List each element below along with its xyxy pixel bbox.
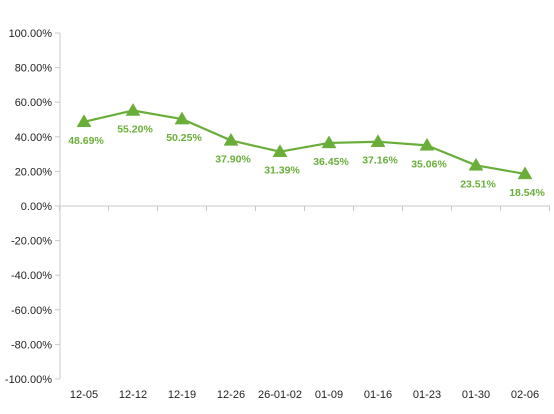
series-line <box>76 103 533 180</box>
y-tick-label: 20.00% <box>15 166 53 178</box>
y-tick-label: 60.00% <box>15 97 53 109</box>
data-point-marker <box>370 134 386 147</box>
y-tick-label: -100.00% <box>5 374 52 386</box>
data-label: 48.69% <box>68 135 104 147</box>
data-label: 37.90% <box>215 153 251 165</box>
data-point-marker <box>223 132 239 146</box>
y-tick-label: 80.00% <box>15 63 53 75</box>
x-tick-label: 12-05 <box>70 389 98 401</box>
data-label: 50.25% <box>166 132 202 144</box>
x-tick-label: 12-19 <box>168 389 196 401</box>
data-label: 55.20% <box>117 124 153 136</box>
data-label: 36.45% <box>313 156 349 168</box>
x-axis: 12-05 12-12 12-19 12-26 26-01-02 01-09 01-16 01… <box>59 205 550 401</box>
x-tick-label: 02-06 <box>511 389 539 401</box>
data-label: 37.16% <box>362 155 398 167</box>
data-point-marker <box>468 157 484 171</box>
x-tick-label: 01-09 <box>315 389 343 401</box>
x-tick-label: 12-12 <box>119 389 147 401</box>
data-labels: 48.69% 55.20% 50.25% 37.90% 31.39% 36.45% 37.1… <box>68 124 545 199</box>
x-tick-label: 26-01-02 <box>258 389 302 401</box>
data-label: 23.51% <box>460 178 496 190</box>
y-tick-label: 100.00% <box>9 28 53 40</box>
x-tick-label: 01-30 <box>462 389 490 401</box>
data-label: 35.06% <box>411 158 447 170</box>
data-point-marker <box>321 135 337 149</box>
data-point-marker <box>419 137 435 151</box>
x-tick-label: 12-26 <box>217 389 245 401</box>
y-tick-label: 0.00% <box>21 201 52 213</box>
y-tick-label: -60.00% <box>11 305 52 317</box>
data-label: 18.54% <box>509 187 545 199</box>
x-tick-label: 01-16 <box>364 389 392 401</box>
x-tick-label: 01-23 <box>413 389 441 401</box>
data-point-marker <box>125 103 141 116</box>
series-polyline <box>83 109 526 176</box>
y-tick-label: -20.00% <box>11 236 52 248</box>
y-axis: 100.00% 80.00% 60.00% 40.00% 20.00% 0.00% -20.… <box>5 28 61 386</box>
data-point-marker <box>517 166 533 180</box>
data-label: 31.39% <box>264 165 300 177</box>
data-point-marker <box>272 144 288 157</box>
data-point-marker <box>174 111 190 125</box>
y-tick-label: -40.00% <box>11 270 52 282</box>
data-point-marker <box>76 114 92 128</box>
y-tick-label: -80.00% <box>11 339 52 351</box>
y-tick-label: 40.00% <box>15 132 53 144</box>
